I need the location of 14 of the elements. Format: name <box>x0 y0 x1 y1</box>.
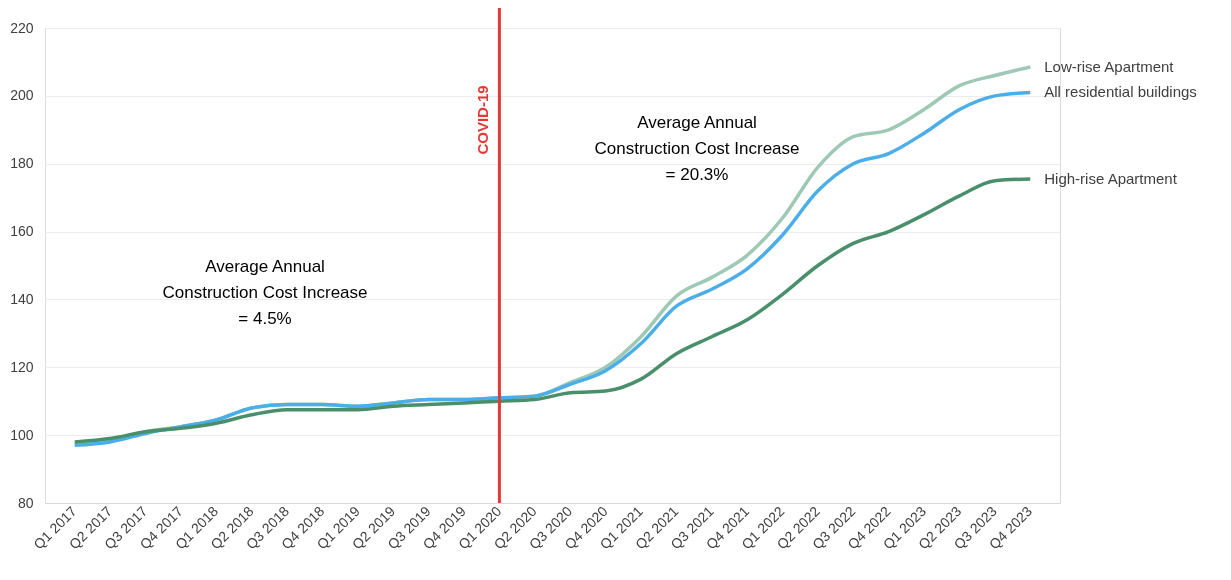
y-tick-label: 120 <box>10 358 34 375</box>
series-label: All residential buildings <box>1044 83 1197 101</box>
y-tick-label: 100 <box>10 426 34 443</box>
ref-line-label: COVID-19 <box>474 85 492 155</box>
annotation: Average Annual Construction Cost Increase = 20.3% <box>594 113 800 184</box>
y-tick-label: 200 <box>10 87 34 104</box>
y-tick-label: 140 <box>10 290 34 307</box>
y-tick-label: 80 <box>17 494 34 511</box>
series-label: Low-rise Apartment <box>1044 58 1175 76</box>
y-tick-label: 160 <box>10 223 34 240</box>
annotation: Average Annual Construction Cost Increase = 4.5% <box>162 257 368 328</box>
series-label: High-rise Apartment <box>1044 169 1178 187</box>
y-tick-label: 180 <box>10 155 34 172</box>
y-tick-label: 220 <box>10 19 34 36</box>
